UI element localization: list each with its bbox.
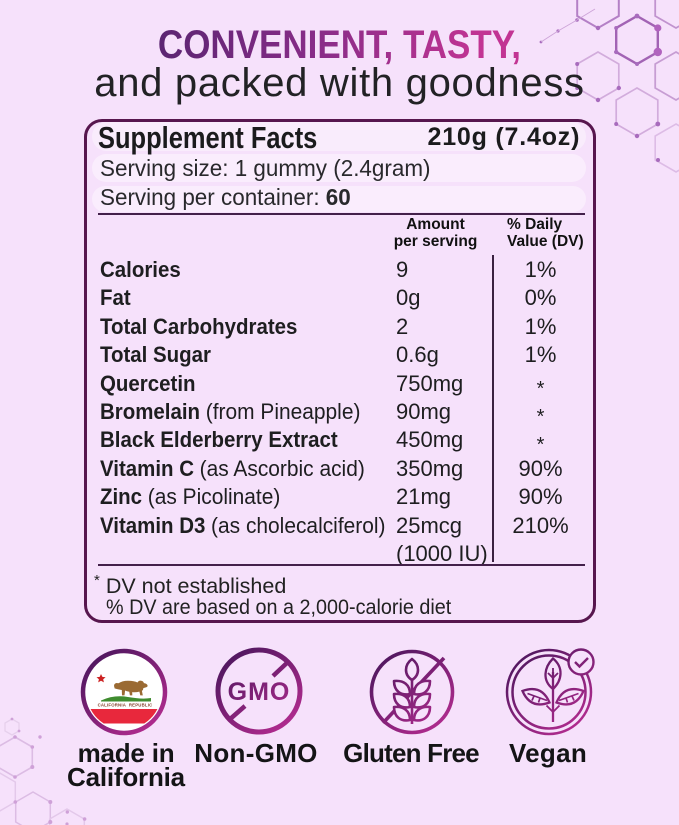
svg-text:CALIFORNIA REPUBLIC: CALIFORNIA REPUBLIC	[98, 703, 153, 708]
svg-text:GMO: GMO	[228, 678, 291, 706]
